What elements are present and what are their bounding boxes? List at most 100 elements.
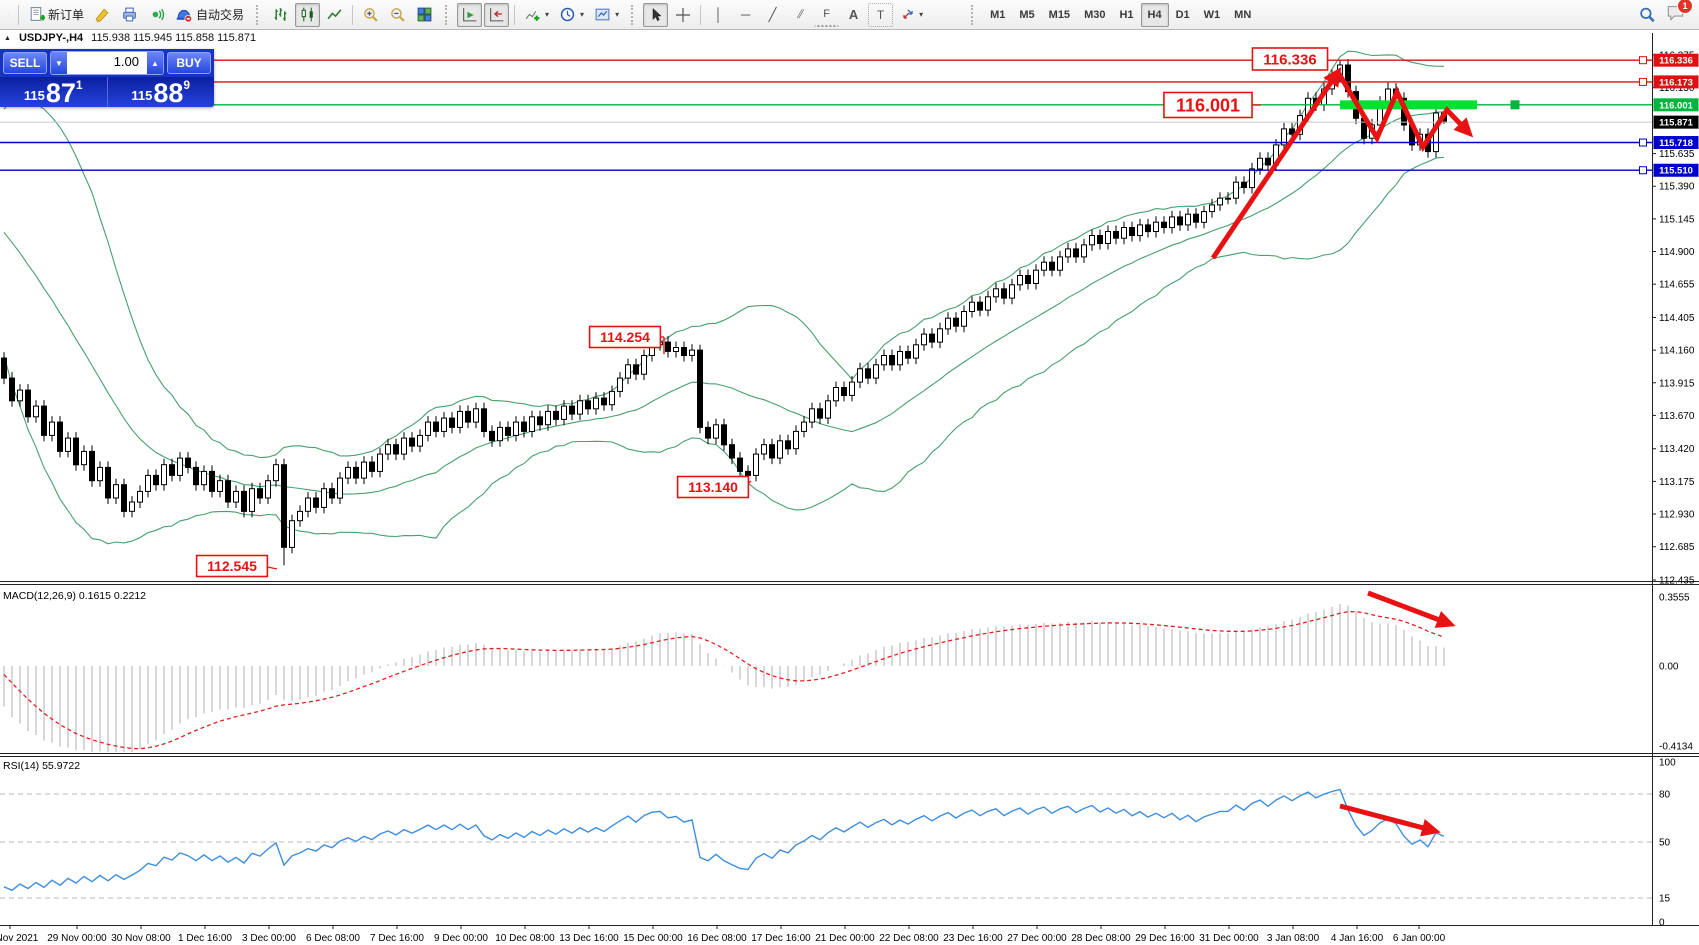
timeframe-M15[interactable]: M15 <box>1048 8 1071 21</box>
trend-arrow[interactable] <box>1335 70 1474 153</box>
candlestick-chart-icon <box>301 7 313 22</box>
rsi-pane <box>0 788 1652 899</box>
svg-text:3 Jan 08:00: 3 Jan 08:00 <box>1267 933 1320 944</box>
volume-input[interactable]: 1.00 <box>67 52 147 74</box>
candlestick-series <box>1 59 1447 566</box>
svg-text:30 Nov 08:00: 30 Nov 08:00 <box>111 933 171 944</box>
volume-decrease-button[interactable]: ▼ <box>51 52 67 74</box>
periods-button[interactable]: ▾ <box>555 3 588 27</box>
horizontal-line-tool[interactable]: ─ <box>740 7 751 22</box>
timeframe-toolbar: M1 M5 M15 M30 H1 H4 D1 W1 MN <box>983 2 1258 27</box>
svg-text:31 Dec 00:00: 31 Dec 00:00 <box>1199 933 1259 944</box>
svg-text:17 Dec 16:00: 17 Dec 16:00 <box>751 933 811 944</box>
trade-panel-prices: 115 87 1 115 88 9 <box>0 77 214 107</box>
tile-windows-button[interactable] <box>412 3 437 27</box>
chart-shift-button[interactable] <box>484 2 510 27</box>
svg-text:21 Dec 00:00: 21 Dec 00:00 <box>815 933 875 944</box>
search-icon[interactable] <box>1638 6 1656 24</box>
timeframe-D1[interactable]: D1 <box>1175 8 1190 21</box>
chart-annotations[interactable]: 116.336 116.001 114.254 113.140 112.545 <box>195 47 1474 578</box>
timeframe-M30[interactable]: M30 <box>1084 8 1106 21</box>
price-annotation-box[interactable] <box>195 554 269 578</box>
autotrading-button[interactable]: 自动交易 <box>171 3 248 27</box>
text-tool[interactable]: A <box>848 7 859 22</box>
printer-button[interactable] <box>117 3 142 27</box>
crosshair-button[interactable] <box>670 3 695 27</box>
bar-chart-icon <box>274 8 287 21</box>
price-annotation-box[interactable] <box>1251 47 1329 71</box>
price-annotation-box[interactable] <box>1163 91 1253 119</box>
price-annotation-text: 112.545 <box>207 558 257 574</box>
timeframe-MN[interactable]: MN <box>1234 8 1252 21</box>
line-handle[interactable] <box>1639 77 1647 86</box>
support-zone-band[interactable] <box>1340 100 1477 110</box>
zoom-out-button[interactable] <box>385 3 410 27</box>
notification-badge: 1 <box>1677 0 1693 14</box>
indicators-button[interactable]: ▾ <box>520 3 553 27</box>
template-button[interactable]: ▾ <box>590 3 623 27</box>
svg-text:113.175: 113.175 <box>1659 477 1695 488</box>
candlestick-chart-button[interactable] <box>295 2 321 27</box>
timeframe-M1[interactable]: M1 <box>990 8 1006 21</box>
chart-window: 116.336116.001114.254113.140112.545116.3… <box>0 30 1699 945</box>
horizontal-level-lines[interactable] <box>0 56 1652 175</box>
line-chart-button[interactable] <box>322 3 347 27</box>
svg-text:4 Jan 16:00: 4 Jan 16:00 <box>1331 933 1384 944</box>
chart-frame <box>0 33 1699 926</box>
macd-trend-arrow[interactable] <box>1367 590 1456 628</box>
volume-increase-button[interactable]: ▲ <box>147 52 163 74</box>
svg-text:15 Dec 00:00: 15 Dec 00:00 <box>623 933 683 944</box>
svg-text:7 Dec 16:00: 7 Dec 16:00 <box>370 933 424 944</box>
vertical-line-tool[interactable]: │ <box>714 7 723 22</box>
trend-arrow[interactable] <box>1210 67 1342 260</box>
fibonacci-tool[interactable]: F <box>814 3 840 27</box>
chart-canvas[interactable]: 116.336116.001114.254113.140112.545116.3… <box>0 30 1699 945</box>
autotrading-label: 自动交易 <box>196 8 245 22</box>
time-axis: 25 Nov 2021 29 Nov 00:00 30 Nov 08:00 1 Dec… <box>0 925 1446 944</box>
price-annotation-box[interactable] <box>588 325 662 349</box>
line-handle[interactable] <box>1639 138 1647 147</box>
rsi-trend-arrow[interactable] <box>1339 803 1441 837</box>
macd-pane <box>3 590 1456 752</box>
svg-text:116.173: 116.173 <box>1659 77 1693 88</box>
chat-button[interactable]: 1 <box>1666 0 1693 26</box>
buy-button[interactable]: BUY <box>167 52 211 74</box>
price-annotation-text: 114.254 <box>600 329 650 345</box>
trendline-tool[interactable]: ╱ <box>768 6 777 22</box>
timeframe-M5[interactable]: M5 <box>1019 8 1035 21</box>
cursor-button[interactable] <box>643 2 669 27</box>
auto-scroll-button[interactable] <box>457 2 483 27</box>
arrows-tool[interactable]: ▾ <box>895 3 927 27</box>
line-handle[interactable] <box>1639 56 1647 65</box>
timeframe-H4[interactable]: H4 <box>1140 2 1169 27</box>
crayon-button[interactable] <box>90 3 115 27</box>
broadcast-button[interactable] <box>144 3 169 27</box>
svg-text:114.160: 114.160 <box>1659 346 1695 357</box>
sell-button[interactable]: SELL <box>3 52 47 74</box>
zoom-in-button[interactable] <box>358 3 383 27</box>
line-handle[interactable] <box>1639 166 1647 175</box>
timeframe-H1[interactable]: H1 <box>1119 8 1134 21</box>
bar-chart-button[interactable] <box>268 3 293 27</box>
text-label-tool[interactable]: T <box>868 2 894 27</box>
price-annotation-text: 116.001 <box>1176 95 1240 115</box>
timeframe-W1[interactable]: W1 <box>1203 8 1221 21</box>
svg-text:3 Dec 00:00: 3 Dec 00:00 <box>242 933 296 944</box>
level-price-tag <box>1653 136 1699 150</box>
symbol-period-label: USDJPY-,H4 <box>18 32 84 44</box>
chart-info-line: ▲ USDJPY-,H4 115.938 115.945 115.858 115… <box>4 32 256 44</box>
bollinger-upper-line <box>3 50 1445 459</box>
main-pane: 116.336 116.001 114.254 113.140 112.545 <box>0 47 1652 578</box>
autotrading-hat-icon <box>176 9 192 23</box>
channel-tool[interactable]: ⫽ <box>796 7 803 21</box>
line-chart-icon <box>327 9 342 20</box>
svg-text:0.3555: 0.3555 <box>1659 593 1690 604</box>
divider <box>514 4 516 25</box>
svg-text:116.001: 116.001 <box>1659 100 1694 111</box>
line-handle[interactable] <box>1510 100 1520 110</box>
level-price-tag <box>1653 75 1699 89</box>
svg-text:116.130: 116.130 <box>1659 83 1695 94</box>
price-annotation-box[interactable] <box>676 475 750 499</box>
new-order-button[interactable]: 新订单 <box>24 3 88 27</box>
